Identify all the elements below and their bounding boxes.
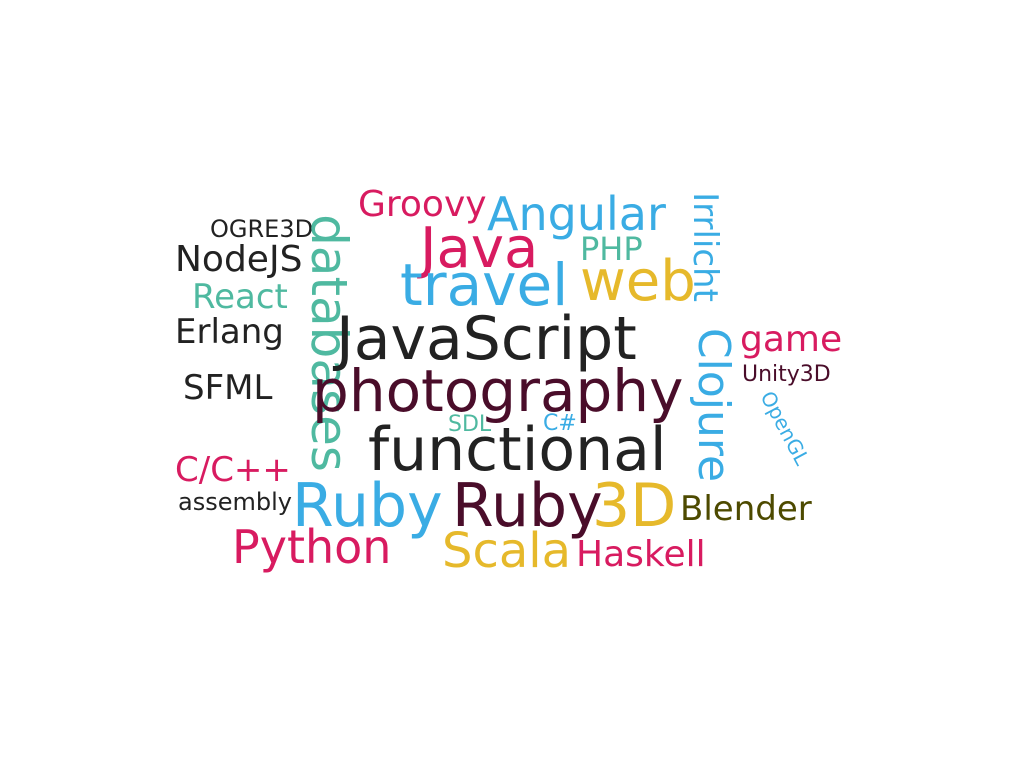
- word-angular: Angular: [487, 187, 666, 241]
- word-ruby-blue: Ruby: [292, 471, 443, 541]
- word-nodejs: NodeJS: [175, 239, 303, 280]
- word-erlang: Erlang: [175, 312, 284, 352]
- word-sfml: SFML: [183, 368, 273, 408]
- word-opengl: OpenGL: [755, 387, 815, 469]
- word-travel: travel: [400, 251, 569, 319]
- word-clojure: Clojure: [688, 327, 740, 483]
- word-unity3d: Unity3D: [742, 362, 831, 387]
- word-python: Python: [232, 520, 392, 574]
- word-ogre3d: OGRE3D: [210, 215, 314, 243]
- word-ruby-maroon: Ruby: [452, 471, 603, 541]
- word-scala: Scala: [442, 523, 572, 579]
- word-web: web: [580, 249, 696, 314]
- word-photography: photography: [312, 357, 684, 425]
- word-assembly: assembly: [178, 488, 292, 516]
- word-groovy: Groovy: [358, 184, 487, 225]
- word-java: Java: [420, 216, 539, 281]
- word-functional: functional: [368, 415, 667, 485]
- word-php: PHP: [580, 230, 643, 268]
- word-game: game: [740, 319, 843, 360]
- word-3d: 3D: [592, 471, 677, 541]
- word-c-cpp: C/C++: [175, 450, 291, 490]
- word-react: React: [192, 277, 288, 317]
- word-haskell: Haskell: [576, 534, 706, 575]
- word-csharp: C#: [543, 411, 577, 436]
- word-sdl: SDL: [448, 412, 492, 437]
- word-javascript: JavaScript: [336, 304, 637, 374]
- word-blender: Blender: [680, 489, 812, 529]
